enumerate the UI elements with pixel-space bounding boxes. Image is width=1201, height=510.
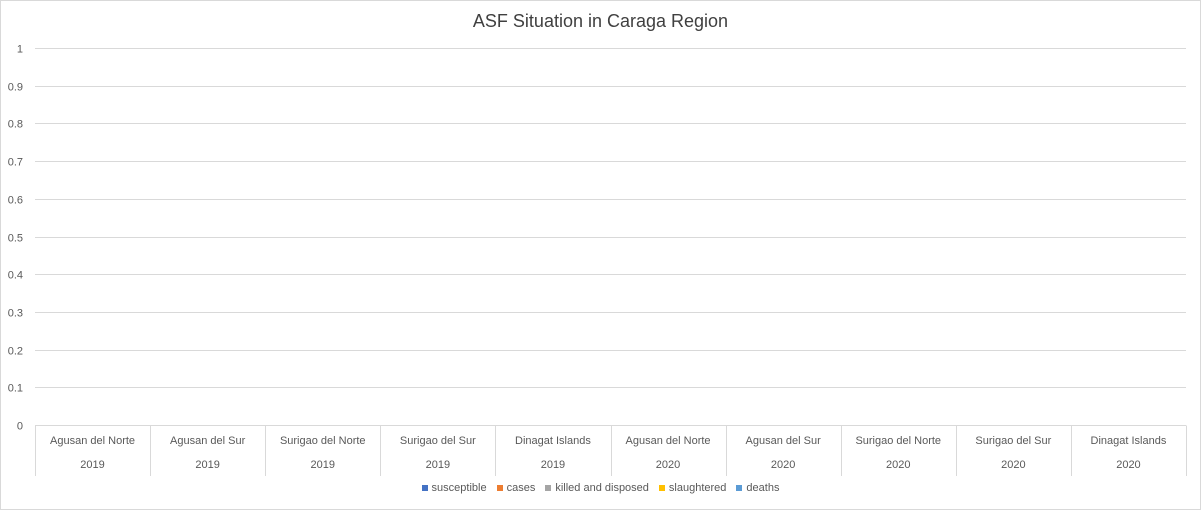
legend-label: deaths	[746, 482, 780, 494]
legend-label: susceptible	[431, 482, 487, 494]
y-tick-label: 0	[17, 421, 23, 433]
legend-item: deaths	[736, 482, 779, 494]
x-tick-label-province: Surigao del Sur	[975, 435, 1051, 447]
y-tick-label: 0.7	[8, 157, 23, 169]
x-tick-label-year: 2020	[771, 459, 795, 471]
x-tick-label-province: Surigao del Sur	[400, 435, 476, 447]
x-tick-label-province: Agusan del Norte	[50, 435, 135, 447]
y-tick-label: 0.4	[8, 270, 23, 282]
y-tick-label: 0.6	[8, 195, 23, 207]
x-tick-label-year: 2020	[1001, 459, 1025, 471]
x-tick-label-year: 2019	[541, 459, 565, 471]
legend-label: killed and disposed	[555, 482, 649, 494]
legend-item: killed and disposed	[545, 482, 649, 494]
legend-swatch	[421, 485, 428, 491]
y-tick-label: 0.5	[8, 233, 23, 245]
legend-swatch	[736, 485, 743, 491]
y-tick-label: 1	[17, 44, 23, 56]
x-tick-label-year: 2019	[426, 459, 450, 471]
x-tick-label-province: Surigao del Norte	[855, 435, 941, 447]
x-tick-label-province: Surigao del Norte	[280, 435, 366, 447]
x-tick-label-year: 2019	[80, 459, 104, 471]
chart-title: ASF Situation in Caraga Region	[472, 11, 729, 31]
y-tick-label: 0.2	[8, 346, 23, 358]
legend-swatch	[496, 485, 503, 491]
x-tick-label-year: 2019	[195, 459, 219, 471]
x-tick-label-province: Dinagat Islands	[515, 435, 591, 447]
x-tick-label-year: 2020	[886, 459, 910, 471]
x-tick-label-year: 2020	[656, 459, 680, 471]
x-tick-label-province: Agusan del Sur	[746, 435, 822, 447]
y-tick-label: 0.9	[8, 82, 23, 94]
y-tick-label: 0.3	[8, 308, 23, 320]
legend-item: cases	[496, 482, 536, 494]
legend-label: slaughtered	[668, 482, 727, 494]
legend-swatch	[545, 485, 552, 491]
x-tick-label-province: Agusan del Norte	[626, 435, 711, 447]
y-tick-label: 0.1	[8, 383, 23, 395]
x-tick-label-year: 2020	[1116, 459, 1140, 471]
y-tick-label: 0.8	[8, 119, 23, 131]
x-tick-label-province: Agusan del Sur	[170, 435, 246, 447]
legend-swatch	[658, 485, 665, 491]
legend-label: cases	[506, 482, 536, 494]
x-tick-label-province: Dinagat Islands	[1091, 435, 1167, 447]
legend-item: susceptible	[421, 482, 487, 494]
legend-item: slaughtered	[658, 482, 727, 494]
x-tick-label-year: 2019	[311, 459, 335, 471]
chart-legend: susceptible cases killed and disposed slaug…	[0, 482, 1201, 494]
